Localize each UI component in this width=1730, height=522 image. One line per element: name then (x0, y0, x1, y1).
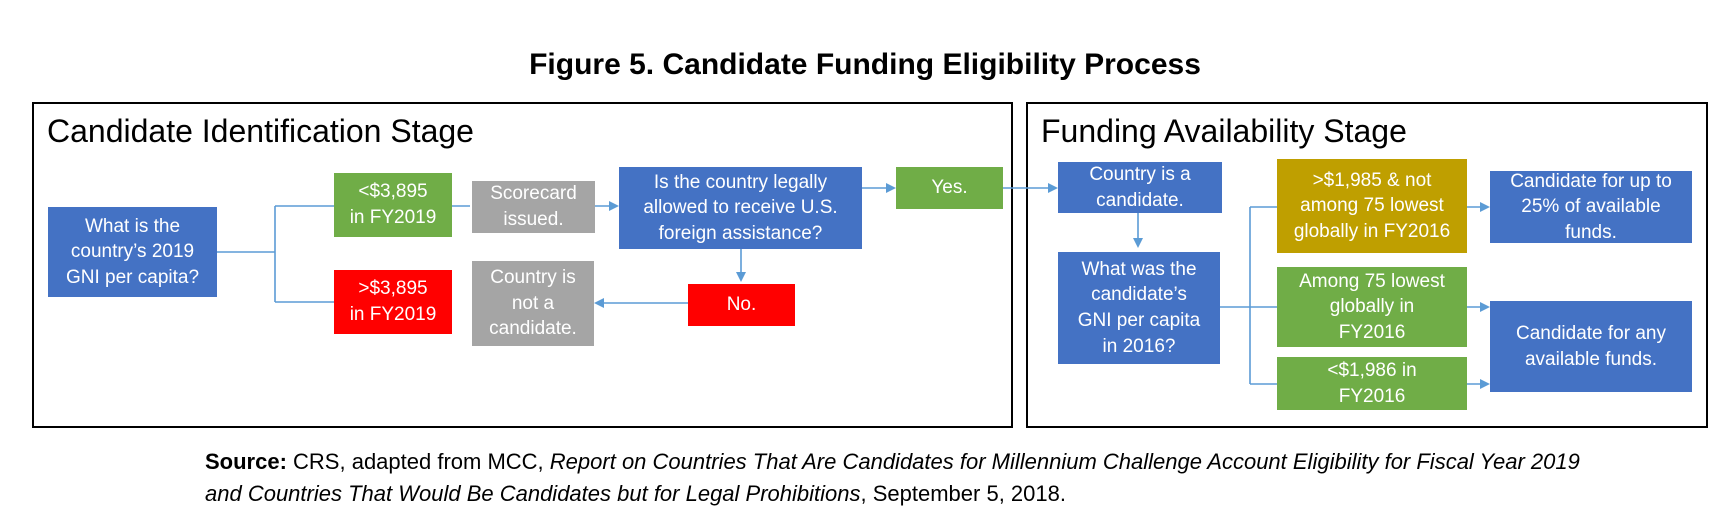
over-1985-box: >$1,985 & not among 75 lowest globally i… (1277, 159, 1467, 253)
source-note: Source: CRS, adapted from MCC, Report on… (205, 446, 1605, 510)
connector-question-split (1220, 206, 1277, 385)
stage1-title: Candidate Identification Stage (47, 113, 474, 149)
scorecard-box: Scorecard issued. (472, 181, 595, 233)
any-funds-box: Candidate for any available funds. (1490, 301, 1692, 392)
under-1986-box: <$1,986 in FY2016 (1277, 357, 1467, 410)
legal-question-box: Is the country legally allowed to receiv… (619, 167, 862, 249)
figure-title: Figure 5. Candidate Funding Eligibility … (529, 48, 1201, 81)
funding-availability-stage (1026, 102, 1708, 428)
gni-question-box: What is the country’s 2019 GNI per capit… (48, 207, 217, 297)
source-report-title: Report on Countries That Are Candidates … (205, 449, 1580, 506)
source-prefix: CRS, adapted from MCC, (286, 449, 550, 474)
above-threshold-box: >$3,895 in FY2019 (334, 270, 452, 334)
no-box: No. (688, 284, 795, 326)
up-to-25pct-box: Candidate for up to 25% of available fun… (1490, 171, 1692, 243)
connector-gni-split (217, 205, 334, 303)
is-candidate-box: Country is a candidate. (1058, 162, 1222, 213)
gni2016-question-box: What was the candidate’s GNI per capita … (1058, 252, 1220, 364)
source-label: Source: (205, 449, 287, 474)
lowest-75-box: Among 75 lowest globally in FY2016 (1277, 267, 1467, 347)
stage2-title: Funding Availability Stage (1041, 113, 1407, 149)
not-candidate-box: Country is not a candidate. (472, 261, 594, 346)
source-suffix: , September 5, 2018. (860, 480, 1066, 506)
below-threshold-box: <$3,895 in FY2019 (334, 173, 452, 237)
yes-box: Yes. (896, 167, 1003, 209)
candidate-identification-stage (32, 102, 1013, 428)
